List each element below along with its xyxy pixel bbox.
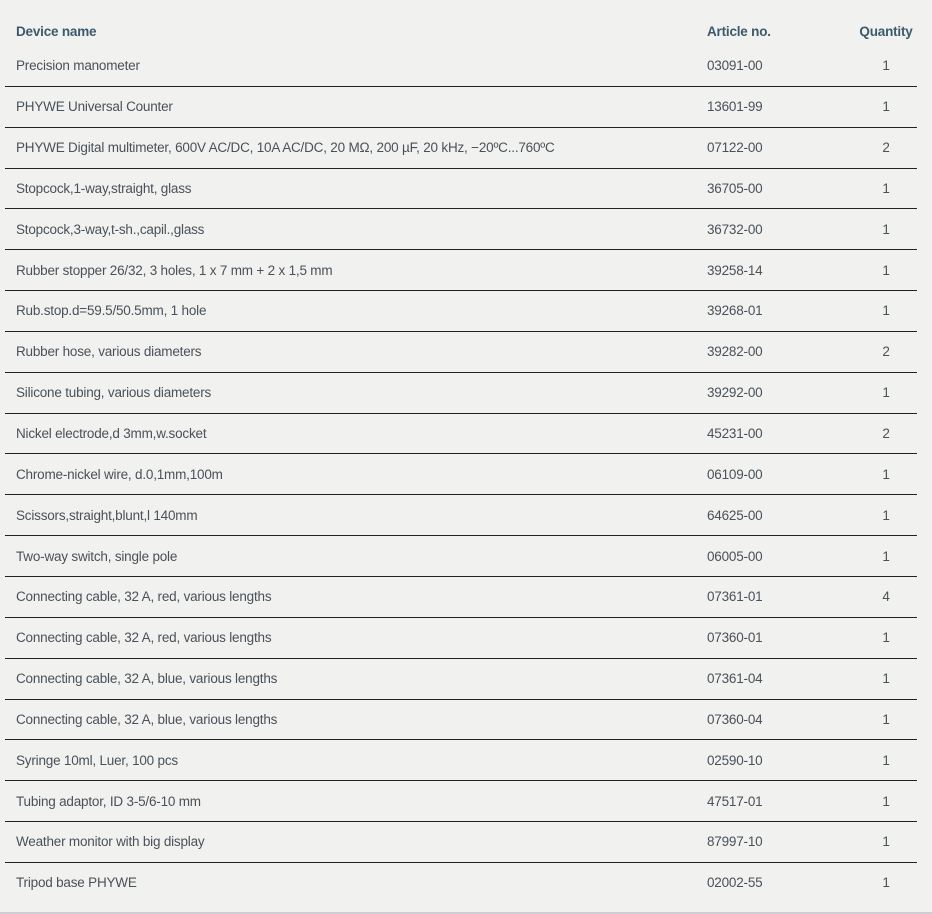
page-bottom-border xyxy=(0,912,932,914)
device-name-cell: Stopcock,1-way,straight, glass xyxy=(16,180,192,196)
quantity-cell: 1 xyxy=(882,221,890,237)
column-header-article-no: Article no. xyxy=(707,24,771,39)
table-row: Connecting cable, 32 A, blue, various le… xyxy=(5,657,917,699)
quantity-cell: 2 xyxy=(882,140,890,156)
article-no-cell: 39268-01 xyxy=(707,303,763,319)
table-row: Stopcock,1-way,straight, glass 36705-00 … xyxy=(5,167,917,209)
table-body: Precision manometer 03091-00 1 PHYWE Uni… xyxy=(5,45,917,903)
table-row: Tripod base PHYWE 02002-55 1 xyxy=(5,861,917,903)
column-header-quantity: Quantity xyxy=(859,24,913,39)
article-no-cell: 07361-01 xyxy=(707,589,763,605)
table-row: Silicone tubing, various diameters 39292… xyxy=(5,371,917,413)
table-row: PHYWE Universal Counter 13601-99 1 xyxy=(5,85,917,127)
article-no-cell: 47517-01 xyxy=(707,793,763,809)
article-no-cell: 36705-00 xyxy=(707,180,763,196)
quantity-cell: 1 xyxy=(882,752,890,768)
device-name-cell: Connecting cable, 32 A, blue, various le… xyxy=(16,711,278,727)
article-no-cell: 39292-00 xyxy=(707,385,763,401)
table-row: Chrome-nickel wire, d.0,1mm,100m 06109-0… xyxy=(5,453,917,494)
device-name-cell: Chrome-nickel wire, d.0,1mm,100m xyxy=(16,466,223,482)
device-name-cell: Two-way switch, single pole xyxy=(16,548,178,564)
device-name-cell: Rub.stop.d=59.5/50.5mm, 1 hole xyxy=(16,303,207,319)
device-name-cell: Tubing adaptor, ID 3-5/6-10 mm xyxy=(16,793,201,809)
quantity-cell: 1 xyxy=(882,180,890,196)
article-no-cell: 06005-00 xyxy=(707,548,763,564)
article-no-cell: 39282-00 xyxy=(707,344,763,360)
table-row: Weather monitor with big display 87997-1… xyxy=(5,821,917,862)
device-name-cell: Stopcock,3-way,t-sh.,capil.,glass xyxy=(16,221,205,237)
equipment-list-table: Device name Article no. Quantity Precisi… xyxy=(5,0,917,903)
device-name-cell: Weather monitor with big display xyxy=(16,834,205,850)
device-name-cell: PHYWE Digital multimeter, 600V AC/DC, 10… xyxy=(16,140,555,156)
article-no-cell: 07360-04 xyxy=(707,711,763,727)
article-no-cell: 39258-14 xyxy=(707,262,763,278)
device-name-cell: Rubber stopper 26/32, 3 holes, 1 x 7 mm … xyxy=(16,262,333,278)
article-no-cell: 07361-04 xyxy=(707,671,763,687)
table-row: Tubing adaptor, ID 3-5/6-10 mm 47517-01 … xyxy=(5,780,917,821)
table-row: Rub.stop.d=59.5/50.5mm, 1 hole 39268-01 … xyxy=(5,290,917,331)
device-name-cell: Silicone tubing, various diameters xyxy=(16,385,212,401)
article-no-cell: 02002-55 xyxy=(707,875,763,891)
device-name-cell: Scissors,straight,blunt,l 140mm xyxy=(16,507,198,523)
table-row: Nickel electrode,d 3mm,w.socket 45231-00… xyxy=(5,412,917,454)
article-no-cell: 13601-99 xyxy=(707,99,763,115)
quantity-cell: 1 xyxy=(882,875,890,891)
device-name-cell: Tripod base PHYWE xyxy=(16,875,137,891)
article-no-cell: 36732-00 xyxy=(707,221,763,237)
quantity-cell: 1 xyxy=(882,834,890,850)
table-row: Two-way switch, single pole 06005-00 1 xyxy=(5,535,917,576)
article-no-cell: 03091-00 xyxy=(707,57,763,73)
device-name-cell: Nickel electrode,d 3mm,w.socket xyxy=(16,426,207,442)
article-no-cell: 02590-10 xyxy=(707,752,763,768)
quantity-cell: 1 xyxy=(882,711,890,727)
device-name-cell: Connecting cable, 32 A, blue, various le… xyxy=(16,671,278,687)
table-row: Scissors,straight,blunt,l 140mm 64625-00… xyxy=(5,494,917,535)
device-name-cell: Rubber hose, various diameters xyxy=(16,344,202,360)
article-no-cell: 87997-10 xyxy=(707,834,763,850)
quantity-cell: 1 xyxy=(882,262,890,278)
quantity-cell: 1 xyxy=(882,303,890,319)
quantity-cell: 1 xyxy=(882,385,890,401)
table-row: Precision manometer 03091-00 1 xyxy=(5,45,917,86)
table-row: Connecting cable, 32 A, red, various len… xyxy=(5,616,917,658)
table-row: Stopcock,3-way,t-sh.,capil.,glass 36732-… xyxy=(5,208,917,249)
device-name-cell: Connecting cable, 32 A, red, various len… xyxy=(16,589,272,605)
quantity-cell: 2 xyxy=(882,426,890,442)
table-row: Connecting cable, 32 A, red, various len… xyxy=(5,575,917,617)
table-row: PHYWE Digital multimeter, 600V AC/DC, 10… xyxy=(5,126,917,168)
table-header-row: Device name Article no. Quantity xyxy=(5,0,917,45)
table-row: Rubber hose, various diameters 39282-00 … xyxy=(5,330,917,372)
quantity-cell: 1 xyxy=(882,671,890,687)
table-row: Syringe 10ml, Luer, 100 pcs 02590-10 1 xyxy=(5,739,917,780)
device-name-cell: PHYWE Universal Counter xyxy=(16,99,173,115)
quantity-cell: 1 xyxy=(882,99,890,115)
column-header-device-name: Device name xyxy=(16,24,97,39)
article-no-cell: 45231-00 xyxy=(707,426,763,442)
article-no-cell: 64625-00 xyxy=(707,507,763,523)
device-name-cell: Precision manometer xyxy=(16,57,140,73)
article-no-cell: 06109-00 xyxy=(707,466,763,482)
device-name-cell: Syringe 10ml, Luer, 100 pcs xyxy=(16,752,178,768)
quantity-cell: 1 xyxy=(882,548,890,564)
quantity-cell: 1 xyxy=(882,57,890,73)
quantity-cell: 1 xyxy=(882,630,890,646)
article-no-cell: 07360-01 xyxy=(707,630,763,646)
article-no-cell: 07122-00 xyxy=(707,140,763,156)
quantity-cell: 1 xyxy=(882,507,890,523)
quantity-cell: 2 xyxy=(882,344,890,360)
table-row: Connecting cable, 32 A, blue, various le… xyxy=(5,698,917,740)
device-name-cell: Connecting cable, 32 A, red, various len… xyxy=(16,630,272,646)
table-row: Rubber stopper 26/32, 3 holes, 1 x 7 mm … xyxy=(5,249,917,290)
quantity-cell: 1 xyxy=(882,466,890,482)
quantity-cell: 4 xyxy=(882,589,890,605)
quantity-cell: 1 xyxy=(882,793,890,809)
